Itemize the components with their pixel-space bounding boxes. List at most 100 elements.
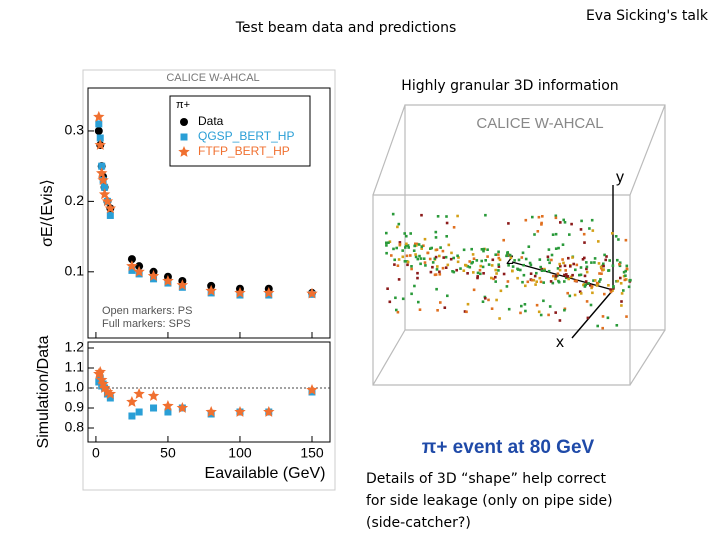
hit — [466, 265, 470, 268]
hit — [516, 267, 519, 271]
data-point — [126, 260, 138, 271]
hit — [528, 261, 532, 265]
hit — [564, 269, 567, 272]
hit — [434, 255, 438, 259]
hit — [549, 280, 553, 283]
hit — [581, 258, 585, 261]
data-point — [93, 110, 105, 122]
hit — [538, 276, 542, 280]
hit — [436, 215, 440, 218]
note: for side leakage (only on pipe side) — [366, 493, 613, 509]
hit — [580, 219, 583, 223]
hit — [554, 274, 558, 278]
hit — [404, 244, 408, 247]
hit — [585, 267, 588, 271]
hit — [471, 260, 474, 264]
hit — [561, 258, 564, 261]
hit — [494, 253, 497, 256]
hit — [584, 283, 587, 287]
hit — [498, 317, 501, 320]
hit — [603, 253, 606, 257]
hit — [444, 266, 448, 269]
hit — [430, 246, 433, 250]
hit — [542, 281, 545, 284]
hit — [397, 258, 401, 261]
data-point — [95, 120, 103, 128]
hit — [614, 235, 618, 238]
y-tick-label: 1.1 — [65, 359, 85, 375]
hit — [507, 307, 511, 311]
hit — [546, 258, 550, 261]
x-axis-label: Eavailable (GeV) — [205, 465, 326, 482]
hit — [439, 246, 442, 249]
hit — [388, 300, 392, 304]
hit — [548, 305, 552, 308]
hit — [604, 258, 607, 262]
hit — [423, 237, 427, 241]
hit — [527, 245, 531, 248]
data-point — [205, 406, 217, 417]
axis-label: y — [616, 169, 624, 186]
hit — [508, 253, 512, 257]
hit — [602, 264, 605, 268]
hit — [602, 268, 605, 271]
data-point — [147, 390, 160, 401]
hit — [431, 261, 435, 264]
hit — [625, 267, 629, 270]
hit — [571, 256, 574, 259]
hit — [624, 269, 627, 273]
data-point — [94, 366, 106, 377]
hit — [434, 230, 438, 234]
hit — [562, 218, 565, 222]
hit — [568, 233, 571, 236]
hit — [539, 265, 542, 269]
hit — [387, 241, 390, 244]
hit — [535, 303, 539, 307]
axis-label: z — [506, 251, 514, 268]
hit — [429, 270, 433, 274]
hit — [539, 313, 543, 317]
hit — [583, 274, 587, 278]
hit — [588, 227, 591, 230]
hit — [480, 248, 484, 251]
hit — [596, 324, 599, 328]
data-point — [135, 408, 143, 416]
hit — [536, 230, 540, 233]
data-point — [104, 202, 116, 214]
hit — [424, 264, 427, 267]
hit — [487, 298, 490, 302]
hit — [535, 271, 538, 275]
hit — [609, 290, 613, 294]
hit — [539, 280, 543, 284]
hit — [618, 264, 622, 268]
hit — [556, 267, 560, 270]
hit — [426, 251, 429, 255]
hit — [532, 278, 536, 282]
hit — [466, 272, 469, 275]
hit — [415, 242, 419, 246]
event-title: CALICE W-AHCAL — [476, 115, 603, 132]
hit — [554, 311, 557, 314]
data-point — [126, 396, 138, 407]
hit — [509, 256, 513, 260]
hit — [484, 297, 487, 300]
hit — [385, 241, 388, 245]
hit — [405, 234, 408, 238]
hit — [443, 306, 447, 309]
hit — [422, 257, 426, 260]
hit — [455, 268, 458, 272]
hit — [579, 273, 583, 277]
hit — [484, 213, 487, 217]
hit — [472, 257, 476, 260]
hit — [495, 298, 498, 302]
x-tick-label: 150 — [300, 445, 324, 461]
hit — [562, 261, 565, 265]
hit — [524, 257, 528, 261]
hit — [599, 265, 603, 269]
hit — [599, 278, 602, 281]
cube — [372, 104, 666, 386]
hit — [490, 276, 493, 280]
hit — [593, 257, 597, 260]
hit — [472, 288, 476, 292]
